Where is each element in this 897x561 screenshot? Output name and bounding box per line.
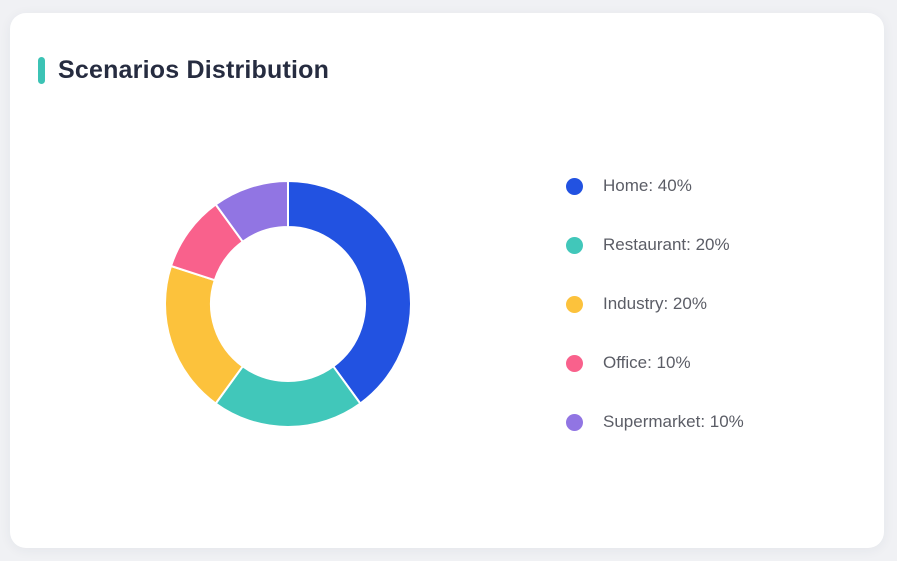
legend-marker-restaurant <box>566 236 583 254</box>
legend-label-home: Home: 40% <box>603 176 692 195</box>
legend-label-restaurant: Restaurant: 20% <box>603 235 730 254</box>
scenarios-distribution-card: Scenarios Distribution Home: 40% Restaura… <box>10 13 884 548</box>
legend-marker-office <box>566 354 583 372</box>
legend-marker-home <box>566 177 583 195</box>
card-header: Scenarios Distribution <box>10 13 884 85</box>
donut-segment-restaurant[interactable] <box>214 365 362 428</box>
donut-segment-industry[interactable] <box>164 264 244 405</box>
legend-label-supermarket: Supermarket: 10% <box>603 412 744 431</box>
legend-item-home[interactable]: Home: 40% <box>566 176 744 196</box>
legend-item-office[interactable]: Office: 10% <box>566 353 744 373</box>
chart-legend: Home: 40% Restaurant: 20% Industry: 20% Off… <box>566 176 744 432</box>
card-title: Scenarios Distribution <box>58 56 330 84</box>
legend-marker-supermarket <box>566 413 583 431</box>
legend-label-office: Office: 10% <box>603 353 691 372</box>
legend-marker-industry <box>566 295 583 313</box>
title-accent-bar <box>38 57 45 84</box>
chart-area: Home: 40% Restaurant: 20% Industry: 20% Off… <box>10 85 884 523</box>
donut-chart-svg <box>164 180 412 428</box>
legend-item-industry[interactable]: Industry: 20% <box>566 294 744 314</box>
legend-item-restaurant[interactable]: Restaurant: 20% <box>566 235 744 255</box>
donut-chart <box>158 174 418 434</box>
legend-label-industry: Industry: 20% <box>603 294 707 313</box>
legend-item-supermarket[interactable]: Supermarket: 10% <box>566 412 744 432</box>
donut-segment-home[interactable] <box>287 180 412 405</box>
donut-segment-supermarket[interactable] <box>214 180 289 243</box>
